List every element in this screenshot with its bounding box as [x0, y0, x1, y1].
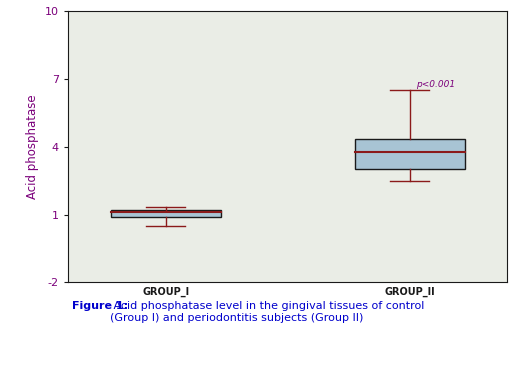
Bar: [355, 139, 464, 169]
Bar: [111, 210, 221, 217]
Text: p<0.001: p<0.001: [416, 80, 455, 89]
Text: Acid phosphatase level in the gingival tissues of control
(Group I) and periodon: Acid phosphatase level in the gingival t…: [110, 301, 424, 322]
Text: Figure 1:: Figure 1:: [72, 301, 129, 311]
Y-axis label: Acid phosphatase: Acid phosphatase: [26, 94, 39, 199]
